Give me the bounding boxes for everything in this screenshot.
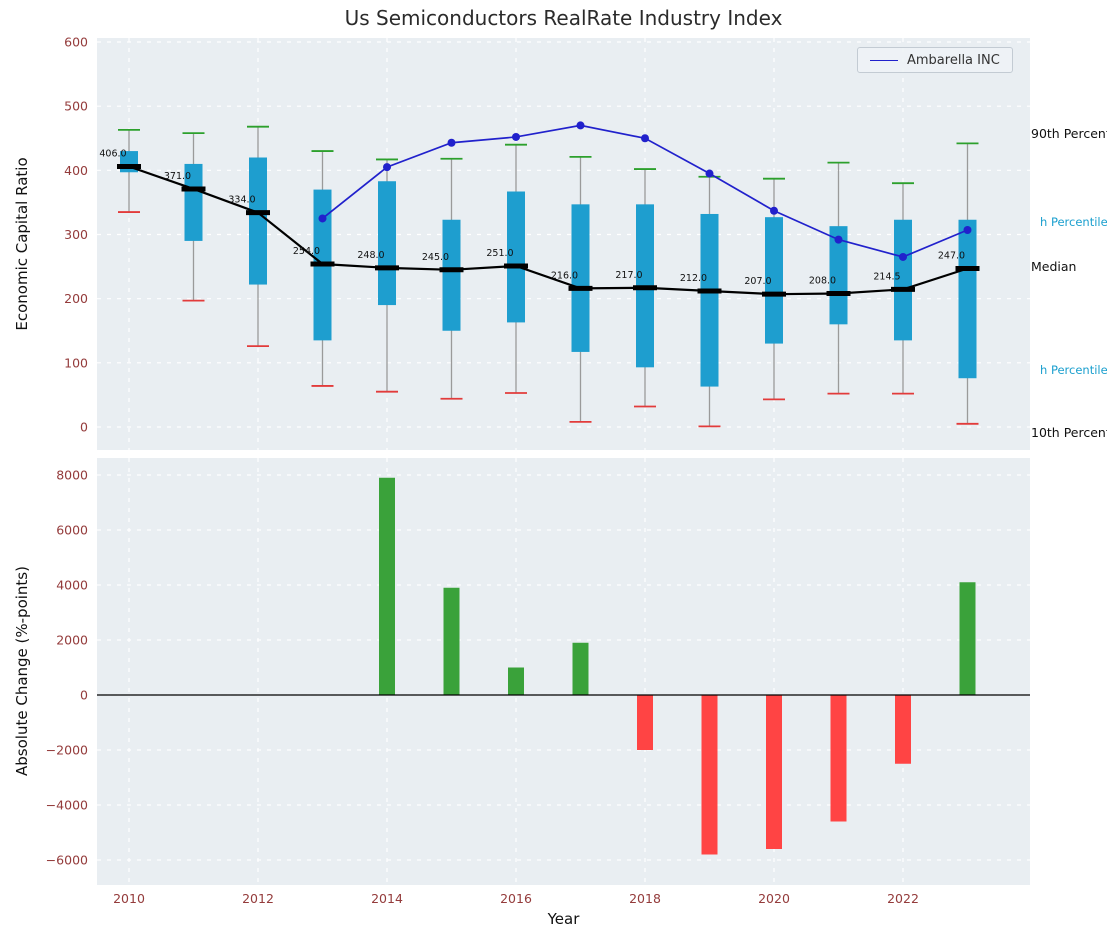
y-tick-label: 200: [64, 291, 88, 306]
x-tick-label: 2018: [629, 891, 661, 906]
change-bar: [443, 587, 460, 695]
median-value-label: 251.0: [486, 248, 513, 259]
median-value-label: 212.0: [680, 273, 707, 284]
company-marker: [963, 226, 972, 235]
iqr-box: [249, 157, 267, 285]
axes-top-background: [97, 38, 1030, 450]
legend-line-sample: [870, 59, 898, 61]
xlabel-year: Year: [547, 910, 580, 928]
x-tick-label: 2012: [242, 891, 274, 906]
company-marker: [576, 121, 585, 130]
y-tick-label: 500: [64, 99, 88, 114]
median-value-label: 217.0: [615, 270, 642, 281]
x-tick-label: 2022: [887, 891, 919, 906]
y-tick-label: −2000: [46, 743, 88, 758]
iqr-box: [571, 204, 590, 352]
median-value-label: 248.0: [357, 250, 384, 261]
iqr-box: [700, 213, 719, 387]
change-bar: [766, 695, 782, 849]
change-bar: [895, 695, 911, 764]
median-value-label: 371.0: [164, 171, 191, 182]
x-tick-label: 2014: [371, 891, 403, 906]
company-marker: [899, 252, 907, 261]
company-marker: [383, 163, 391, 172]
y-tick-label: −6000: [46, 853, 88, 868]
y-tick-label: 600: [64, 35, 88, 50]
chart-title: Us Semiconductors RealRate Industry Inde…: [344, 6, 783, 30]
change-bar: [959, 582, 976, 695]
y-tick-label: 4000: [56, 578, 88, 593]
median-value-label: 334.0: [228, 195, 255, 206]
iqr-box: [378, 181, 396, 306]
y-tick-label: 400: [64, 163, 88, 178]
median-value-label: 208.0: [809, 276, 836, 287]
iqr-box: [829, 226, 848, 325]
annotation-25th-percentile: h Percentile: [1040, 363, 1107, 377]
company-marker: [447, 138, 456, 147]
annotation-75th-percentile: h Percentile: [1040, 215, 1107, 229]
iqr-box: [894, 219, 912, 341]
ylabel-absolute-change: Absolute Change (%-points): [13, 566, 31, 776]
median-value-label: 207.0: [744, 276, 771, 287]
y-tick-label: 0: [80, 420, 88, 435]
x-tick-label: 2010: [113, 891, 145, 906]
legend: Ambarella INC: [857, 47, 1013, 73]
change-bar: [572, 642, 589, 695]
iqr-box: [184, 163, 203, 241]
company-marker: [318, 214, 327, 223]
x-tick-label: 2020: [758, 891, 790, 906]
median-value-label: 216.0: [551, 270, 578, 281]
y-tick-label: −4000: [46, 798, 88, 813]
iqr-box: [442, 219, 461, 331]
axes-bottom-background: [97, 458, 1030, 885]
change-bar: [701, 695, 718, 855]
change-bar: [508, 667, 524, 695]
change-bar: [830, 695, 847, 822]
company-marker: [512, 132, 520, 141]
median-value-label: 254.0: [293, 246, 320, 257]
y-tick-label: 0: [80, 688, 88, 703]
x-tick-label: 2016: [500, 891, 532, 906]
change-bar: [637, 695, 653, 750]
legend-label: Ambarella INC: [907, 52, 1000, 68]
company-marker: [770, 206, 778, 215]
y-tick-label: 100: [64, 355, 88, 370]
company-marker: [641, 134, 649, 143]
annotation-median: Median: [1031, 259, 1077, 274]
y-tick-label: 2000: [56, 633, 88, 648]
iqr-box: [958, 219, 977, 379]
iqr-box: [765, 217, 783, 344]
median-value-label: 214.5: [873, 271, 900, 282]
median-value-label: 247.0: [938, 251, 965, 262]
iqr-box: [507, 191, 525, 323]
ylabel-economic-capital-ratio: Economic Capital Ratio: [13, 157, 31, 331]
change-bar: [379, 477, 395, 695]
y-tick-label: 300: [64, 227, 88, 242]
y-tick-label: 8000: [56, 468, 88, 483]
y-tick-label: 6000: [56, 523, 88, 538]
company-marker: [834, 235, 843, 244]
median-value-label: 245.0: [422, 252, 449, 263]
annotation-10th-percentile: 10th Percentile: [1031, 425, 1107, 440]
annotation-90th-percentile: 90th Percentile: [1031, 126, 1107, 141]
median-value-label: 406.0: [99, 148, 126, 159]
company-marker: [705, 169, 714, 178]
